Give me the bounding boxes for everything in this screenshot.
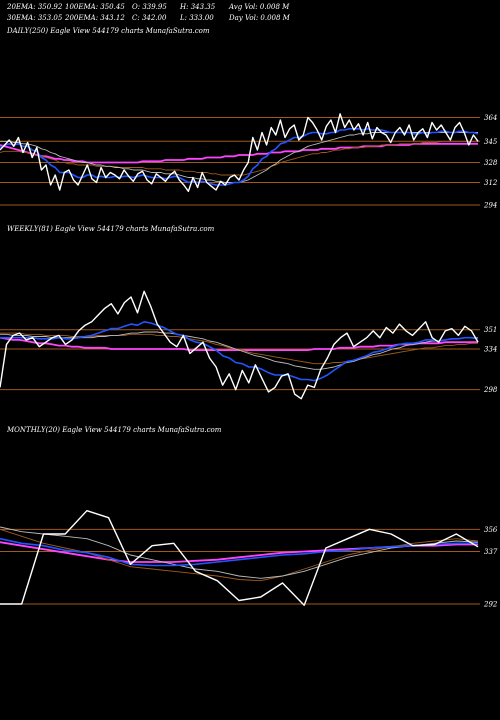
weekly-level-label-2: 298 [483, 386, 498, 394]
weekly-level-label-0: 351 [484, 326, 497, 334]
monthly-chart-title: MONTHLY(20) Eagle View 544179 charts Mun… [7, 426, 222, 434]
header-open: O: 339.95 [132, 3, 167, 11]
monthly-ema-grey-line [0, 526, 479, 579]
header-day-vol: Day Vol: 0.008 M [229, 14, 290, 22]
header-avg-vol: Avg Vol: 0.008 M [229, 3, 290, 11]
monthly-chart: 356 337 292 [0, 510, 498, 609]
header-100ema: 100EMA: 350.45 [65, 3, 125, 11]
monthly-price-line [0, 510, 479, 606]
weekly-ema-brown-line [0, 332, 478, 365]
daily-ema-fast-line [0, 127, 479, 186]
daily-price-line [0, 113, 479, 193]
weekly-price-line [0, 290, 479, 400]
weekly-ema-fast-line [0, 320, 479, 382]
header-30ema: 30EMA: 353.05 [7, 14, 63, 22]
daily-level-label-4: 294 [483, 202, 497, 210]
header-20ema: 20EMA: 350.92 [7, 3, 63, 11]
header-close: C: 342.00 [132, 14, 167, 22]
daily-ema-brown-line [0, 140, 478, 176]
header-high: H: 343.35 [180, 3, 216, 11]
daily-chart: 364 345 328 312 294 [0, 113, 498, 210]
weekly-level-label-1: 334 [484, 345, 497, 353]
daily-level-label-0: 364 [484, 114, 497, 122]
monthly-level-label-0: 356 [484, 526, 498, 534]
daily-chart-title: DAILY(250) Eagle View 544179 charts Muna… [7, 27, 210, 35]
weekly-chart-title: WEEKLY(81) Eagle View 544179 charts Muna… [7, 225, 215, 233]
daily-level-label-3: 312 [484, 179, 498, 187]
monthly-level-label-2: 292 [483, 601, 498, 609]
monthly-level-label-1: 337 [484, 548, 498, 556]
daily-level-label-2: 328 [484, 159, 498, 167]
monthly-ema-fast-line [0, 537, 478, 567]
daily-level-label-1: 345 [484, 138, 498, 146]
header-low: L: 333.00 [180, 14, 214, 22]
weekly-chart: 351 334 298 [0, 290, 498, 400]
header-200ema: 200EMA: 343.12 [65, 14, 125, 22]
